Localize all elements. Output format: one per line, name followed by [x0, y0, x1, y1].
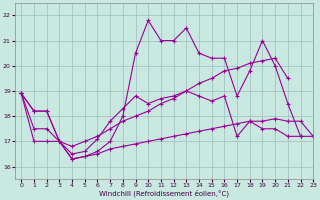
X-axis label: Windchill (Refroidissement éolien,°C): Windchill (Refroidissement éolien,°C) — [99, 190, 229, 197]
